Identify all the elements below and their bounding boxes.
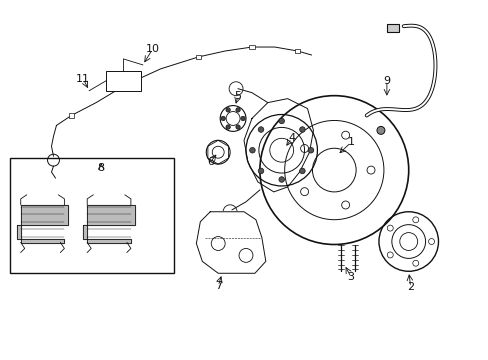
Text: 3: 3 (347, 272, 354, 282)
Circle shape (258, 127, 263, 132)
Bar (195, 55, 201, 59)
Circle shape (307, 148, 313, 153)
Circle shape (278, 118, 284, 124)
Bar (123, 82, 128, 87)
Circle shape (225, 108, 230, 112)
Text: 9: 9 (383, 76, 389, 86)
Polygon shape (17, 205, 68, 243)
Text: 8: 8 (97, 163, 104, 173)
Text: 7: 7 (214, 281, 222, 291)
Text: 10: 10 (145, 44, 160, 54)
Circle shape (235, 125, 240, 129)
Bar (10, 158, 173, 273)
Circle shape (225, 125, 230, 129)
Bar (106, 71, 141, 91)
Text: 5: 5 (234, 91, 241, 101)
Polygon shape (83, 205, 135, 243)
Text: 6: 6 (206, 157, 213, 167)
Circle shape (221, 116, 225, 121)
Polygon shape (196, 212, 265, 273)
Bar (386, 24, 398, 32)
Bar (249, 45, 254, 49)
Circle shape (299, 127, 305, 132)
Text: 4: 4 (287, 133, 295, 143)
Circle shape (299, 168, 305, 174)
Bar (294, 49, 300, 53)
Text: 11: 11 (76, 74, 90, 84)
Text: 2: 2 (407, 282, 413, 292)
Text: 1: 1 (347, 137, 354, 147)
Circle shape (376, 126, 384, 134)
Circle shape (278, 177, 284, 182)
Circle shape (258, 168, 263, 174)
Circle shape (240, 116, 244, 121)
Bar (68, 113, 74, 118)
Circle shape (249, 148, 255, 153)
Circle shape (235, 108, 240, 112)
